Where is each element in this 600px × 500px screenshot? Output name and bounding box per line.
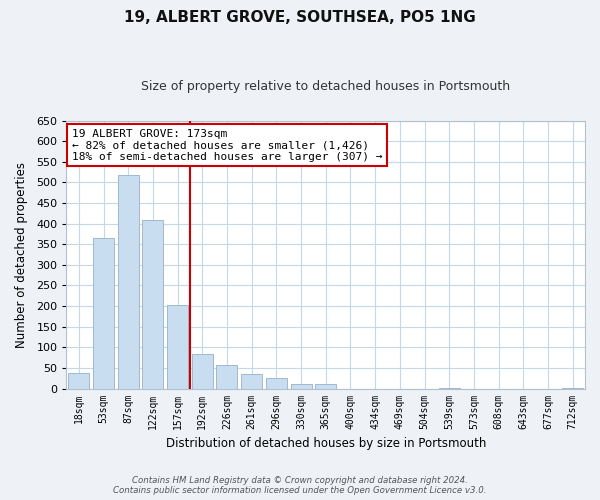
Bar bbox=[192, 354, 213, 388]
X-axis label: Distribution of detached houses by size in Portsmouth: Distribution of detached houses by size … bbox=[166, 437, 486, 450]
Bar bbox=[118, 175, 139, 388]
Bar bbox=[142, 220, 163, 388]
Title: Size of property relative to detached houses in Portsmouth: Size of property relative to detached ho… bbox=[141, 80, 511, 93]
Bar bbox=[266, 378, 287, 388]
Y-axis label: Number of detached properties: Number of detached properties bbox=[15, 162, 28, 348]
Bar bbox=[315, 384, 336, 388]
Bar bbox=[290, 384, 311, 388]
Text: 19, ALBERT GROVE, SOUTHSEA, PO5 1NG: 19, ALBERT GROVE, SOUTHSEA, PO5 1NG bbox=[124, 10, 476, 25]
Bar bbox=[68, 373, 89, 388]
Text: 19 ALBERT GROVE: 173sqm
← 82% of detached houses are smaller (1,426)
18% of semi: 19 ALBERT GROVE: 173sqm ← 82% of detache… bbox=[71, 128, 382, 162]
Bar bbox=[167, 305, 188, 388]
Bar bbox=[241, 374, 262, 388]
Text: Contains HM Land Registry data © Crown copyright and database right 2024.
Contai: Contains HM Land Registry data © Crown c… bbox=[113, 476, 487, 495]
Bar bbox=[93, 238, 114, 388]
Bar bbox=[217, 365, 238, 388]
